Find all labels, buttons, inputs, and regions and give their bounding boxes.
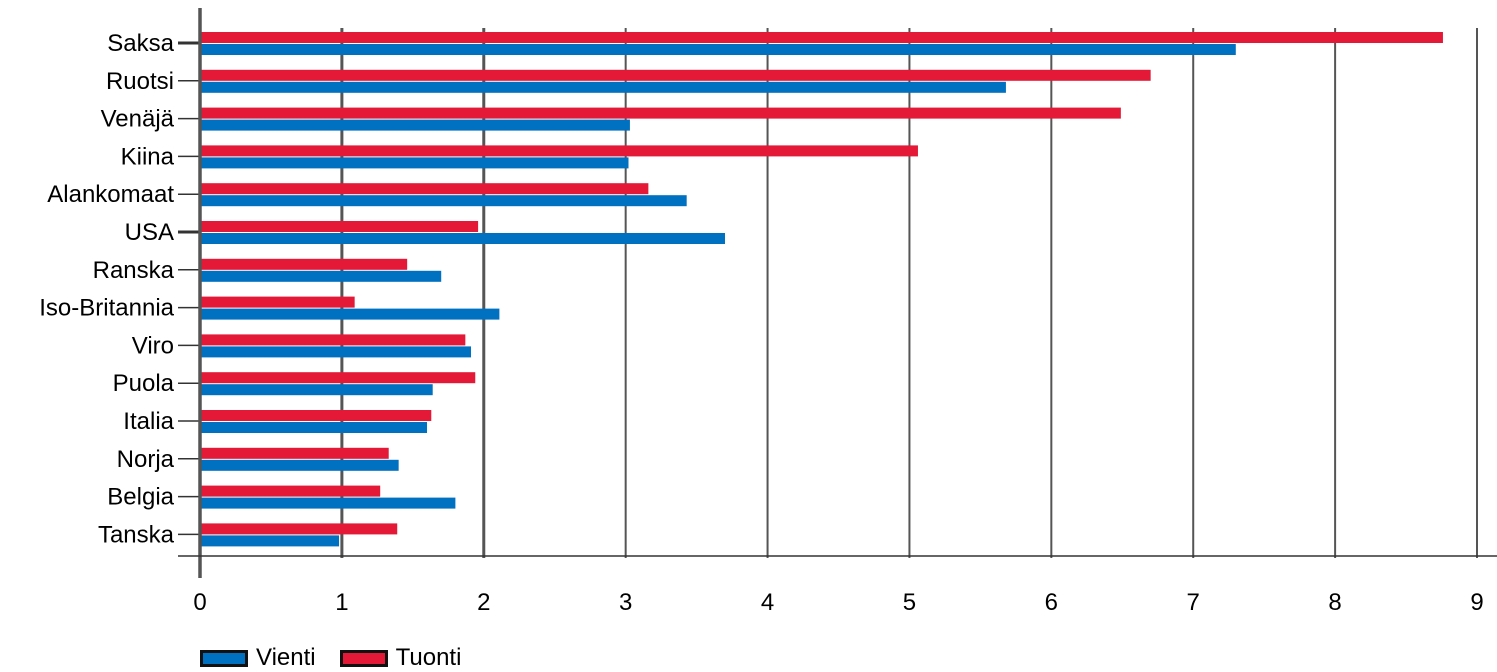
x-tick-label-3: 3: [619, 589, 632, 616]
x-tick-label-7: 7: [1187, 589, 1200, 616]
y-tick-label-norja: Norja: [117, 446, 175, 473]
legend-label-vienti: Vienti: [256, 644, 316, 671]
bar-tuonti-saksa: [200, 32, 1443, 43]
axes: [178, 8, 1497, 578]
bar-vienti-norja: [200, 459, 399, 471]
bar-tuonti-viro: [200, 334, 466, 346]
legend-item-vienti: Vienti: [200, 644, 316, 672]
bar-tuonti-ranska: [200, 258, 408, 270]
y-tick-label-belgia: Belgia: [107, 484, 174, 511]
x-tick-label-9: 9: [1470, 589, 1483, 616]
bar-vienti-alankomaat: [200, 195, 687, 207]
x-tick-label-5: 5: [903, 589, 916, 616]
bar-vienti-tanska: [200, 535, 340, 547]
bar-vienti-puola: [200, 384, 433, 396]
bar-vienti-saksa: [200, 44, 1236, 55]
bar-vienti-kiina: [200, 157, 629, 169]
bar-tuonti-italia: [200, 410, 432, 421]
gridlines: [340, 28, 1478, 558]
bar-tuonti-tanska: [200, 523, 398, 535]
bar-tuonti-belgia: [200, 485, 381, 497]
bar-vienti-ranska: [200, 270, 442, 282]
y-tick-label-italia: Italia: [123, 408, 174, 435]
bar-tuonti-alankomaat: [200, 183, 649, 195]
y-tick-label-kiina: Kiina: [121, 143, 175, 170]
x-tick-label-8: 8: [1328, 589, 1341, 616]
y-tick-label-saksa: Saksa: [107, 30, 174, 57]
bar-vienti-iso-britannia: [200, 308, 500, 320]
x-tick-label-0: 0: [193, 589, 206, 616]
y-tick-label-ranska: Ranska: [93, 257, 175, 284]
legend: Vienti Tuonti: [200, 644, 485, 672]
bar-tuonti-venäjä: [200, 107, 1121, 119]
axis-labels: Saksa Ruotsi Venäjä Kiina Alankomaat USA Ransk…: [39, 30, 1483, 616]
bar-vienti-venäjä: [200, 119, 630, 131]
x-tick-label-4: 4: [761, 589, 774, 616]
x-tick-label-1: 1: [335, 589, 348, 616]
bar-vienti-usa: [200, 233, 725, 244]
bar-chart: Saksa Ruotsi Venäjä Kiina Alankomaat USA Ransk…: [39, 8, 1497, 616]
bar-tuonti-norja: [200, 447, 389, 459]
bar-tuonti-puola: [200, 372, 476, 384]
bar-tuonti-ruotsi: [200, 69, 1151, 81]
x-tick-label-6: 6: [1045, 589, 1058, 616]
y-tick-label-venäjä: Venäjä: [101, 106, 175, 133]
bar-vienti-italia: [200, 422, 428, 433]
y-tick-label-alankomaat: Alankomaat: [47, 181, 174, 208]
legend-item-tuonti: Tuonti: [339, 644, 462, 672]
y-tick-label-ruotsi: Ruotsi: [106, 68, 174, 95]
bar-tuonti-usa: [200, 221, 479, 232]
y-tick-label-tanska: Tanska: [98, 521, 175, 548]
bar-tuonti-iso-britannia: [200, 296, 355, 308]
bar-vienti-viro: [200, 346, 472, 358]
bars: [200, 32, 1443, 547]
legend-swatch-vienti: [200, 649, 248, 667]
bar-vienti-ruotsi: [200, 81, 1006, 93]
y-tick-label-puola: Puola: [113, 370, 175, 397]
legend-label-tuonti: Tuonti: [395, 644, 462, 671]
x-tick-label-2: 2: [477, 589, 490, 616]
y-tick-label-viro: Viro: [132, 332, 174, 359]
y-tick-label-usa: USA: [125, 219, 174, 246]
y-tick-label-iso-britannia: Iso-Britannia: [39, 295, 174, 322]
bar-tuonti-kiina: [200, 145, 918, 157]
legend-swatch-tuonti: [339, 649, 388, 667]
bar-vienti-belgia: [200, 497, 456, 509]
